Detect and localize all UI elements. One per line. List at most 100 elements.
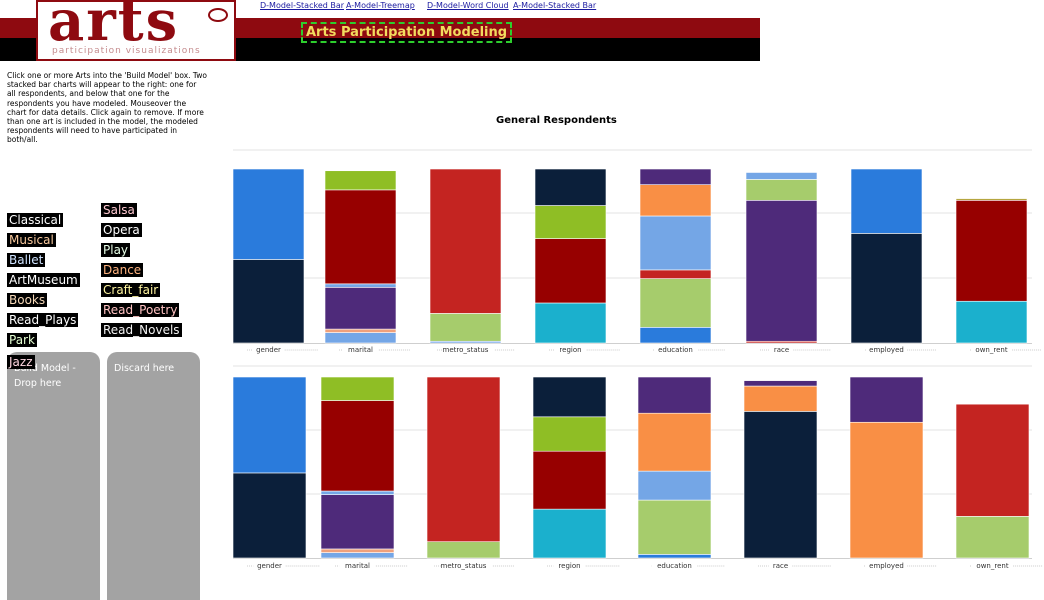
bar-segment-gender-0-general[interactable] [232, 259, 305, 344]
bar-segment-marital-0-modeled[interactable] [320, 552, 395, 559]
discard-dropzone[interactable]: Discard here [107, 352, 200, 600]
bar-segment-education-1-modeled[interactable] [637, 499, 712, 555]
bar-segment-employed-0-modeled[interactable] [849, 421, 924, 559]
x-tick-label-marital-modeled: marital [345, 562, 370, 570]
header-banner: arts participation visualizations D-Mode… [0, 0, 760, 61]
art-read-novels[interactable]: Read_Novels [101, 323, 182, 337]
x-tick-label-metro_status-modeled: metro_status [441, 562, 487, 570]
bar-segment-race-2-modeled[interactable] [743, 380, 818, 387]
logo-swirl-icon [208, 8, 228, 22]
x-tick-label-gender-general: gender [256, 346, 281, 354]
bar-segment-employed-1-general[interactable] [850, 168, 923, 234]
bar-segment-education-2-general[interactable] [639, 269, 712, 279]
bar-segment-region-3-general[interactable] [534, 168, 607, 206]
bar-segment-education-3-general[interactable] [639, 215, 712, 271]
bar-segment-race-0-modeled[interactable] [743, 411, 818, 559]
x-tick-label-race-general: race [774, 346, 789, 354]
art-books[interactable]: Books [7, 293, 48, 307]
bar-segment-race-2-general[interactable] [745, 179, 818, 201]
bar-segment-employed-1-modeled[interactable] [849, 376, 924, 423]
art-dance[interactable]: Dance [101, 263, 144, 277]
x-tick-label-metro_status-general: metro_status [443, 346, 489, 354]
logo-subtitle: participation visualizations [52, 46, 201, 56]
bar-segment-race-1-modeled[interactable] [743, 385, 818, 412]
x-tick-label-education-general: education [658, 346, 693, 354]
bar-segment-marital-3-general[interactable] [324, 283, 397, 288]
bar-segment-marital-5-general[interactable] [324, 170, 397, 191]
bar-segment-own_rent-1-general[interactable] [955, 200, 1028, 302]
bar-segment-region-1-modeled[interactable] [532, 450, 607, 510]
art-salsa[interactable]: Salsa [101, 203, 137, 217]
bar-segment-employed-0-general[interactable] [850, 233, 923, 344]
x-tick-label-employed-general: employed [869, 346, 904, 354]
bar-segment-region-2-modeled[interactable] [532, 416, 607, 452]
bar-segment-education-2-modeled[interactable] [637, 470, 712, 501]
bar-segment-education-1-general[interactable] [639, 278, 712, 328]
build-model-dropzone[interactable]: Build Model - Drop here [7, 352, 100, 600]
x-tick-label-gender-modeled: gender [257, 562, 282, 570]
bar-segment-region-2-general[interactable] [534, 205, 607, 239]
bar-segment-metro_status-1-modeled[interactable] [426, 376, 501, 543]
bar-segment-region-0-modeled[interactable] [532, 508, 607, 559]
bar-segment-own_rent-2-general[interactable] [955, 198, 1028, 201]
nav-link-d-model-word-cloud[interactable]: D-Model-Word Cloud [427, 1, 509, 10]
x-tick-label-own_rent-modeled: own_rent [976, 562, 1008, 570]
build-model-label: Build Model - Drop here [14, 363, 76, 389]
bar-segment-marital-5-modeled[interactable] [320, 376, 395, 401]
bar-segment-own_rent-1-modeled[interactable] [955, 403, 1030, 517]
nav-link-d-model-stacked-bar[interactable]: D-Model-Stacked Bar [260, 1, 345, 10]
art-jazz[interactable]: Jazz [7, 355, 35, 369]
art-ballet[interactable]: Ballet [7, 253, 46, 267]
art-read-plays[interactable]: Read_Plays [7, 313, 79, 327]
nav-link-a-model-stacked-bar[interactable]: A-Model-Stacked Bar [513, 1, 597, 10]
page-title: Arts Participation Modeling [301, 22, 513, 43]
bar-segment-metro_status-0-modeled[interactable] [426, 541, 501, 559]
bar-segment-region-1-general[interactable] [534, 238, 607, 304]
bar-segment-own_rent-0-general[interactable] [955, 300, 1028, 344]
x-tick-label-marital-general: marital [348, 346, 373, 354]
logo-text: arts [48, 0, 180, 54]
bar-segment-race-1-general[interactable] [745, 200, 818, 342]
bar-segment-marital-0-general[interactable] [324, 332, 397, 344]
bar-segment-marital-1-modeled[interactable] [320, 548, 395, 553]
bar-segment-marital-3-modeled[interactable] [320, 490, 395, 495]
bar-segment-region-0-general[interactable] [534, 302, 607, 344]
x-tick-label-region-general: region [559, 346, 581, 354]
art-musical[interactable]: Musical [7, 233, 56, 247]
bar-segment-gender-1-general[interactable] [232, 168, 305, 260]
logo[interactable]: arts participation visualizations [36, 0, 236, 61]
bar-segment-education-4-general[interactable] [639, 184, 712, 217]
bar-segment-education-3-modeled[interactable] [637, 412, 712, 472]
bar-segment-race-3-general[interactable] [745, 172, 818, 180]
bar-segment-marital-2-general[interactable] [324, 287, 397, 330]
bar-segment-gender-1-modeled[interactable] [232, 376, 307, 474]
art-classical[interactable]: Classical [7, 213, 64, 227]
bar-segment-education-4-modeled[interactable] [637, 376, 712, 414]
instructions-text: Click one or more Arts into the 'Build M… [7, 71, 207, 145]
bar-segment-marital-2-modeled[interactable] [320, 494, 395, 550]
discard-label: Discard here [114, 363, 175, 374]
bar-segment-metro_status-1-general[interactable] [429, 313, 502, 342]
bar-segment-marital-1-general[interactable] [324, 328, 397, 333]
bar-segment-marital-4-modeled[interactable] [320, 400, 395, 492]
art-artmuseum[interactable]: ArtMuseum [7, 273, 80, 287]
x-tick-label-employed-modeled: employed [869, 562, 904, 570]
art-park[interactable]: Park [7, 333, 37, 347]
x-tick-label-region-modeled: region [558, 562, 580, 570]
art-play[interactable]: Play [101, 243, 131, 257]
bar-segment-region-3-modeled[interactable] [532, 376, 607, 418]
nav-link-a-model-treemap[interactable]: A-Model-Treemap [346, 1, 415, 10]
bar-segment-metro_status-2-general[interactable] [429, 168, 502, 314]
bar-segment-marital-4-general[interactable] [324, 189, 397, 285]
bar-segment-own_rent-0-modeled[interactable] [955, 516, 1030, 559]
art-read-poetry[interactable]: Read_Poetry [101, 303, 180, 317]
bar-segment-education-0-modeled[interactable] [637, 554, 712, 559]
x-tick-label-education-modeled: education [657, 562, 692, 570]
bar-segment-gender-0-modeled[interactable] [232, 472, 307, 559]
bar-segment-education-5-general[interactable] [639, 168, 712, 185]
x-tick-label-race-modeled: race [773, 562, 788, 570]
art-craft-fair[interactable]: Craft_fair [101, 283, 161, 297]
art-opera[interactable]: Opera [101, 223, 142, 237]
bar-segment-education-0-general[interactable] [639, 327, 712, 344]
